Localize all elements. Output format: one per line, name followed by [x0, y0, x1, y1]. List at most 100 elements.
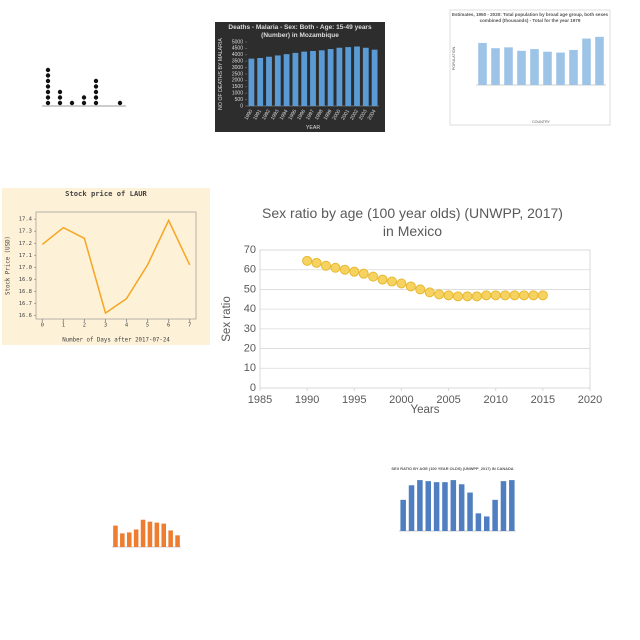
- bar: [543, 51, 552, 85]
- dot: [45, 95, 51, 100]
- point: [405, 281, 416, 292]
- y-tick-label: 0: [240, 103, 243, 109]
- x-tick-label: 1995: [342, 394, 366, 406]
- plot-frame: [259, 249, 591, 389]
- point: [387, 276, 397, 287]
- y-tick-label: 2000: [232, 78, 243, 84]
- x-tick-label: 1990: [244, 108, 255, 121]
- y-tick-label: 3500: [232, 59, 243, 65]
- bar: [595, 36, 604, 85]
- dot: [45, 84, 51, 89]
- y-tick-label: 3000: [232, 65, 243, 71]
- y-tick-label: 16.7: [19, 301, 32, 307]
- x-axis-label: Number of Days after 2017-07-24: [62, 338, 170, 344]
- x-tick-label: 0: [41, 323, 44, 329]
- point: [330, 262, 341, 273]
- y-tick-label: 1500: [232, 84, 243, 90]
- bar: [147, 521, 153, 547]
- x-tick-label: 1: [62, 323, 65, 329]
- y-tick-label: 40: [244, 303, 256, 315]
- x-tick-label: 2003: [358, 108, 369, 121]
- point: [302, 255, 313, 266]
- x-tick-label: 4: [125, 323, 129, 329]
- y-tick-label: 17.4: [19, 217, 33, 223]
- chart-background: [2, 188, 210, 345]
- bar: [509, 480, 515, 531]
- point: [500, 290, 511, 301]
- point: [349, 266, 360, 277]
- bar: [408, 485, 415, 531]
- bar: [417, 480, 423, 531]
- x-tick-label: 1992: [261, 108, 272, 121]
- y-tick-label: 16.8: [19, 289, 32, 295]
- y-tick-label: 17.3: [19, 229, 32, 235]
- bar: [450, 480, 457, 531]
- x-tick-label: 2: [83, 323, 86, 329]
- point: [321, 260, 331, 271]
- y-tick-label: 500: [235, 97, 244, 103]
- dot: [45, 100, 51, 106]
- y-tick-label: 16.9: [19, 277, 32, 283]
- line: [41, 218, 191, 315]
- point: [443, 290, 454, 301]
- bar: [442, 482, 448, 531]
- y-tick-label: 60: [244, 264, 256, 276]
- y-axis-label: Stock Price (USD): [6, 236, 12, 295]
- point: [509, 290, 520, 301]
- dot: [81, 100, 87, 106]
- bar: [354, 46, 360, 106]
- y-tick-label: 4500: [232, 46, 243, 52]
- x-tick-label: 1993: [270, 108, 281, 121]
- dot: [57, 89, 63, 95]
- point: [434, 289, 445, 300]
- dot: [69, 100, 75, 106]
- dot: [93, 100, 99, 106]
- dot: [57, 100, 63, 106]
- chart-title: Estimates, 1950 - 2020: Total population…: [451, 12, 609, 23]
- y-tick-label: 16.6: [19, 313, 32, 319]
- bar: [336, 47, 343, 106]
- x-tick-label: 2010: [483, 394, 507, 406]
- dot: [81, 95, 87, 100]
- bar: [154, 522, 160, 547]
- x-tick-label: 1994: [279, 108, 290, 121]
- bar: [478, 42, 487, 85]
- bar: [582, 38, 591, 85]
- y-tick-label: 70: [244, 244, 256, 256]
- x-tick-label: 1985: [248, 394, 272, 406]
- dot: [45, 89, 51, 95]
- y-axis-label: Sex ratio: [221, 296, 233, 342]
- x-tick-label: 2000: [332, 108, 343, 121]
- y-axis-label: POPULATION: [452, 46, 456, 70]
- dot: [117, 100, 123, 106]
- x-tick-label: 2001: [340, 108, 351, 121]
- point: [396, 278, 407, 289]
- y-tick-label: 0: [250, 382, 256, 394]
- chart-title: Stock price of LAUR: [65, 189, 147, 198]
- y-tick-label: 2500: [232, 71, 243, 77]
- y-tick-label: 50: [244, 283, 256, 295]
- bar: [140, 519, 146, 547]
- point: [528, 290, 539, 301]
- y-tick-label: 1000: [232, 91, 243, 97]
- bar: [257, 58, 264, 106]
- x-tick-label: 2002: [349, 108, 360, 121]
- bar: [491, 48, 500, 85]
- point: [311, 257, 322, 268]
- bar: [113, 525, 118, 547]
- bar: [126, 532, 132, 547]
- x-axis-label: COUNTRY: [532, 120, 551, 124]
- plot-frame: [35, 211, 197, 320]
- point: [424, 287, 435, 298]
- x-tick-label: 2020: [578, 394, 602, 406]
- bar: [569, 49, 578, 85]
- bar: [425, 481, 432, 531]
- dot: [93, 78, 99, 84]
- y-axis-label: NO OF DEATHS BY MALARIA: [218, 38, 224, 110]
- x-tick-label: 1998: [314, 108, 325, 121]
- bar: [492, 499, 498, 531]
- y-tick-label: 17.0: [19, 265, 32, 271]
- point: [339, 264, 350, 275]
- point: [453, 291, 463, 302]
- x-tick-label: 1990: [295, 394, 319, 406]
